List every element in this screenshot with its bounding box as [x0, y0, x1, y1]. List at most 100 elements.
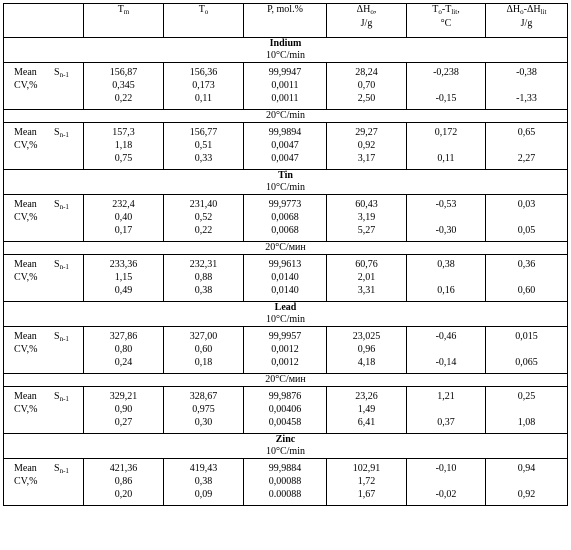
row-labels-cell: Mean Sn-1 CV,% — [3, 326, 84, 374]
mean-value: 232,4 — [112, 199, 135, 210]
label-mean: Mean — [14, 391, 37, 402]
mean-value: 156,36 — [189, 67, 218, 78]
mean-value: 0,015 — [515, 331, 538, 342]
heating-rate: 10°C/min — [265, 446, 305, 457]
heating-rate-row: 20°C/мин — [3, 241, 568, 255]
to-cell: 156,77 0,51 0,33 — [163, 122, 244, 170]
label-cv: CV,% — [14, 140, 38, 151]
label-std: Sn-1 — [54, 127, 69, 139]
std-value: 0,70 — [357, 80, 376, 91]
enthalpy-diff-cell: 0,03 0,05 — [485, 194, 568, 242]
label-cv: CV,% — [14, 404, 38, 415]
std-value: 0,00088 — [268, 476, 302, 487]
enthalpy-cell: 23,26 1,49 6,41 — [326, 386, 407, 434]
mean-value: 28,24 — [355, 67, 378, 78]
mean-value: 233,36 — [109, 259, 138, 270]
cv-value: 0,0047 — [271, 153, 299, 164]
std-value: 0,00406 — [268, 404, 302, 415]
purity-cell: 99,9957 0,0012 0,0012 — [243, 326, 327, 374]
cv-value: 2,27 — [517, 153, 536, 164]
data-row: Mean Sn-1 CV,% 327,86 0,80 0,24 327,00 0,60 0,18… — [3, 326, 568, 374]
tm-cell: 232,4 0,40 0,17 — [83, 194, 164, 242]
label-mean: Mean — [14, 199, 37, 210]
mean-value: 156,87 — [109, 67, 138, 78]
temp-diff-cell: -0,46 -0,14 — [406, 326, 486, 374]
metal-name: Indium — [269, 38, 302, 49]
to-cell: 156,36 0,173 0,11 — [163, 62, 244, 110]
row-labels-cell: Mean Sn-1 CV,% — [3, 122, 84, 170]
section-heading: Indium 10°C/min — [3, 37, 568, 63]
cv-value: 1,67 — [357, 489, 376, 500]
mean-value: 0,36 — [517, 259, 536, 270]
mean-value: 327,86 — [109, 331, 138, 342]
mean-value: 0,38 — [437, 259, 455, 270]
mean-value: 99,9947 — [268, 67, 302, 78]
header-row: Tm To P, mol.% ΔHo, J/g To-Tlit, °C ΔHo-ΔH… — [3, 3, 568, 38]
std-value — [407, 212, 485, 225]
label-mean: Mean — [14, 463, 37, 474]
cv-value: 0,60 — [517, 285, 536, 296]
std-value: 0,52 — [194, 212, 213, 223]
data-row: Mean Sn-1 CV,% 156,87 0,345 0,22 156,36 0,173 0,… — [3, 62, 568, 110]
purity-cell: 99,9947 0,0011 0,0011 — [243, 62, 327, 110]
data-row: Mean Sn-1 CV,% 421,36 0,86 0,20 419,43 0,38 0,09… — [3, 458, 568, 506]
tm-cell: 156,87 0,345 0,22 — [83, 62, 164, 110]
cv-value: 0,11 — [194, 93, 213, 104]
std-value: 0,0012 — [271, 344, 299, 355]
cv-value: 0,75 — [114, 153, 133, 164]
header-enthalpy-diff: ΔHo-ΔHlit J/g — [485, 3, 568, 38]
cv-value: 4,18 — [357, 357, 376, 368]
std-value — [407, 140, 485, 153]
metal-name: Lead — [274, 302, 297, 313]
mean-value: 157,3 — [112, 127, 135, 138]
cv-value: 0,22 — [194, 225, 213, 236]
cv-value: 3,17 — [357, 153, 376, 164]
section-heading-row: Zinc 10°C/min — [3, 433, 568, 459]
cv-value: 0,49 — [114, 285, 133, 296]
data-row: Mean Sn-1 CV,% 329,21 0,90 0,27 328,67 0,975 0,3… — [3, 386, 568, 434]
mean-value: 29,27 — [355, 127, 378, 138]
heating-rate: 10°C/min — [265, 314, 305, 325]
mean-value: 328,67 — [189, 391, 218, 402]
temp-diff-cell: -0,10 -0,02 — [406, 458, 486, 506]
header-purity: P, mol.% — [243, 3, 327, 38]
label-std: Sn-1 — [54, 331, 69, 343]
section-heading: Lead 10°C/min — [3, 301, 568, 327]
std-value — [486, 476, 567, 489]
heating-rate: 20°C/мин — [3, 373, 568, 387]
std-value: 0,0011 — [271, 80, 299, 91]
tm-cell: 327,86 0,80 0,24 — [83, 326, 164, 374]
label-cv: CV,% — [14, 476, 38, 487]
enthalpy-diff-cell: 0,015 0,065 — [485, 326, 568, 374]
std-value — [486, 404, 567, 417]
cv-value: 5,27 — [357, 225, 376, 236]
cv-value: 0,92 — [517, 489, 536, 500]
cv-value: 1,08 — [517, 417, 536, 428]
cv-value: 0,0140 — [271, 285, 299, 296]
cv-value: 0,37 — [437, 417, 455, 428]
metal-name: Tin — [278, 170, 293, 181]
std-value: 0,0047 — [271, 140, 299, 151]
row-labels-cell: Mean Sn-1 CV,% — [3, 386, 84, 434]
row-labels-cell: Mean Sn-1 CV,% — [3, 62, 84, 110]
purity-cell: 99,9773 0,0068 0,0068 — [243, 194, 327, 242]
mean-value: -0,38 — [516, 67, 537, 78]
heating-rate-row: 20°C/мин — [3, 373, 568, 387]
label-mean: Mean — [14, 127, 37, 138]
std-value: 1,18 — [114, 140, 133, 151]
label-mean: Mean — [14, 67, 37, 78]
mean-value: -0,53 — [435, 199, 457, 210]
mean-value: 0,03 — [517, 199, 536, 210]
tm-cell: 233,36 1,15 0,49 — [83, 254, 164, 302]
label-cv: CV,% — [14, 212, 38, 223]
mean-value: 329,21 — [109, 391, 138, 402]
section-heading-row: Indium 10°C/min — [3, 37, 568, 63]
label-std: Sn-1 — [54, 199, 69, 211]
mean-value: 99,9613 — [268, 259, 302, 270]
cv-value: 0,00458 — [268, 417, 302, 428]
data-row: Mean Sn-1 CV,% 232,4 0,40 0,17 231,40 0,52 0,22 9… — [3, 194, 568, 242]
enthalpy-cell: 23,025 0,96 4,18 — [326, 326, 407, 374]
header-to: To — [163, 3, 244, 38]
mean-value: 0,25 — [517, 391, 536, 402]
cv-value: -0,02 — [435, 489, 457, 500]
